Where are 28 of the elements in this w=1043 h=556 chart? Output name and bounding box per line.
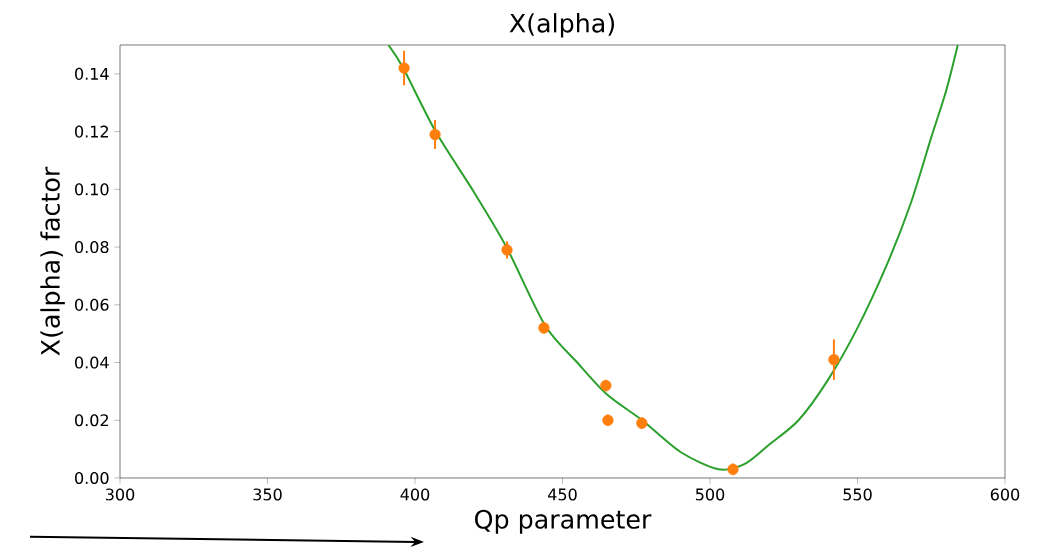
x-tick-label: 400: [400, 488, 430, 501]
x-tick-label: 450: [548, 488, 577, 501]
x-tick-label: 500: [695, 488, 725, 501]
y-tick-label: 0.02: [75, 414, 108, 427]
point: [429, 128, 441, 141]
point: [600, 380, 612, 392]
y-tick-label: 0.14: [75, 67, 109, 80]
y-tick-label: 0.08: [75, 241, 109, 254]
line-series: [387, 44, 959, 471]
y-axis-title: X(alpha) factor: [40, 166, 65, 356]
y-tick-label: 0.10: [75, 183, 109, 196]
point: [538, 322, 550, 334]
point: [828, 354, 840, 366]
chart-title: X(alpha): [509, 13, 615, 38]
point: [501, 244, 513, 256]
point: [727, 463, 739, 475]
x-tick-label: 550: [843, 488, 872, 501]
point: [636, 417, 648, 429]
x-tick-label: 600: [990, 488, 1020, 501]
x-axis-title: Qp parameter: [475, 509, 652, 534]
x-tick-label: 300: [105, 488, 135, 501]
x-tick-label: 350: [253, 488, 282, 501]
y-tick-label: 0.00: [75, 471, 109, 485]
y-tick-label: 0.12: [75, 125, 108, 138]
point: [602, 414, 614, 426]
point: [398, 62, 410, 74]
y-tick-label: 0.04: [75, 356, 109, 369]
y-tick-label: 0.06: [75, 298, 109, 311]
